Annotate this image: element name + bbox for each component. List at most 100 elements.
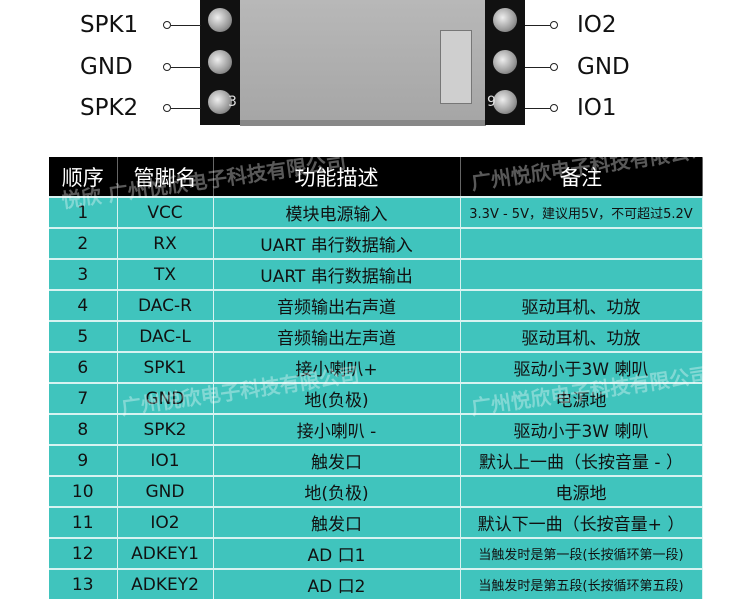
cell-notes: 3.3V - 5V，建议用5V，不可超过5.2V	[460, 196, 703, 228]
cell-index: 6	[49, 351, 118, 383]
cell-index: 4	[49, 289, 118, 321]
lead-dot	[163, 63, 171, 71]
pin-label-spk1: SPK1	[80, 12, 139, 38]
cell-notes: 当触发时是第一段(长按循环第一段)	[460, 537, 703, 569]
header-index: 顺序	[49, 157, 118, 197]
cell-pin-name: DAC-R	[117, 289, 214, 321]
cell-notes	[460, 258, 703, 290]
cell-index: 13	[49, 568, 118, 599]
cell-index: 1	[49, 196, 118, 228]
table-row: 3 TX UART 串行数据输出	[49, 258, 703, 290]
cell-pin-name: ADKEY2	[117, 568, 214, 599]
lead-line	[525, 108, 550, 109]
pin	[208, 8, 232, 32]
table-row: 2 RX UART 串行数据输入	[49, 227, 703, 259]
cell-function: 接小喇叭+	[213, 351, 461, 383]
table-row: 4 DAC-R 音频输出右声道 驱动耳机、功放	[49, 289, 703, 321]
cell-function: 地(负极)	[213, 382, 461, 414]
cell-notes: 当触发时是第五段(长按循环第五段)	[460, 568, 703, 599]
cell-notes: 驱动耳机、功放	[460, 320, 703, 352]
cell-notes: 电源地	[460, 475, 703, 507]
lead-line	[171, 67, 201, 68]
pcb-mark: 9	[487, 94, 496, 110]
lead-dot	[550, 104, 558, 112]
cell-notes: 驱动耳机、功放	[460, 289, 703, 321]
cell-notes	[460, 227, 703, 259]
cell-function: 音频输出右声道	[213, 289, 461, 321]
header-function: 功能描述	[213, 157, 461, 197]
cell-function: 模块电源输入	[213, 196, 461, 228]
table-header-row: 顺序 管脚名 功能描述 备注	[49, 157, 703, 197]
cell-pin-name: TX	[117, 258, 214, 290]
pin-label-io1: IO1	[577, 95, 617, 121]
cell-index: 3	[49, 258, 118, 290]
cell-function: 接小喇叭 -	[213, 413, 461, 445]
pin-label-gnd-right: GND	[577, 54, 630, 80]
cell-function: 触发口	[213, 444, 461, 476]
lead-line	[171, 108, 201, 109]
cell-index: 5	[49, 320, 118, 352]
table-row: 13 ADKEY2 AD 口2 当触发时是第五段(长按循环第五段)	[49, 568, 703, 599]
cell-pin-name: VCC	[117, 196, 214, 228]
cell-index: 11	[49, 506, 118, 538]
cell-index: 7	[49, 382, 118, 414]
card-latch	[440, 30, 472, 104]
table-row: 1 VCC 模块电源输入 3.3V - 5V，建议用5V，不可超过5.2V	[49, 196, 703, 228]
pin-function-table: 顺序 管脚名 功能描述 备注 1 VCC 模块电源输入 3.3V - 5V，建议用5V…	[49, 157, 703, 599]
lead-dot	[163, 21, 171, 29]
cell-pin-name: IO2	[117, 506, 214, 538]
cell-function: UART 串行数据输出	[213, 258, 461, 290]
cell-pin-name: DAC-L	[117, 320, 214, 352]
lead-line	[525, 67, 550, 68]
cell-function: UART 串行数据输入	[213, 227, 461, 259]
header-notes: 备注	[460, 157, 703, 197]
pin	[493, 8, 517, 32]
cell-pin-name: GND	[117, 475, 214, 507]
cell-notes: 默认下一曲（长按音量+ ）	[460, 506, 703, 538]
cell-index: 9	[49, 444, 118, 476]
lead-line	[525, 25, 550, 26]
table-row: 12 ADKEY1 AD 口1 当触发时是第一段(长按循环第一段)	[49, 537, 703, 569]
pin	[493, 50, 517, 74]
table-row: 9 IO1 触发口 默认上一曲（长按音量 - ）	[49, 444, 703, 476]
cell-function: AD 口1	[213, 537, 461, 569]
cell-notes: 驱动小于3W 喇叭	[460, 351, 703, 383]
cell-pin-name: ADKEY1	[117, 537, 214, 569]
pin-label-gnd-left: GND	[80, 54, 133, 80]
cell-function: 地(负极)	[213, 475, 461, 507]
cell-index: 10	[49, 475, 118, 507]
lead-line	[171, 25, 201, 26]
pcb-mark: 3	[228, 94, 237, 110]
cell-function: AD 口2	[213, 568, 461, 599]
table-row: 8 SPK2 接小喇叭 - 驱动小于3W 喇叭	[49, 413, 703, 445]
table-row: 6 SPK1 接小喇叭+ 驱动小于3W 喇叭	[49, 351, 703, 383]
cell-index: 12	[49, 537, 118, 569]
header-pin-name: 管脚名	[117, 157, 214, 197]
pin-label-spk2: SPK2	[80, 95, 139, 121]
table-row: 7 GND 地(负极) 电源地	[49, 382, 703, 414]
cell-pin-name: IO1	[117, 444, 214, 476]
table-row: 10 GND 地(负极) 电源地	[49, 475, 703, 507]
lead-dot	[550, 21, 558, 29]
cell-function: 音频输出左声道	[213, 320, 461, 352]
table-row: 11 IO2 触发口 默认下一曲（长按音量+ ）	[49, 506, 703, 538]
table-row: 5 DAC-L 音频输出左声道 驱动耳机、功放	[49, 320, 703, 352]
pin	[208, 50, 232, 74]
pin-label-io2: IO2	[577, 12, 617, 38]
cell-pin-name: RX	[117, 227, 214, 259]
pin	[208, 90, 232, 114]
pin	[493, 90, 517, 114]
cell-notes: 默认上一曲（长按音量 - ）	[460, 444, 703, 476]
lead-dot	[550, 63, 558, 71]
cell-index: 2	[49, 227, 118, 259]
cell-pin-name: GND	[117, 382, 214, 414]
right-pin-header	[485, 0, 525, 125]
lead-dot	[163, 104, 171, 112]
cell-function: 触发口	[213, 506, 461, 538]
left-pin-header	[200, 0, 240, 125]
cell-index: 8	[49, 413, 118, 445]
cell-pin-name: SPK2	[117, 413, 214, 445]
cell-notes: 驱动小于3W 喇叭	[460, 413, 703, 445]
cell-notes: 电源地	[460, 382, 703, 414]
cell-pin-name: SPK1	[117, 351, 214, 383]
